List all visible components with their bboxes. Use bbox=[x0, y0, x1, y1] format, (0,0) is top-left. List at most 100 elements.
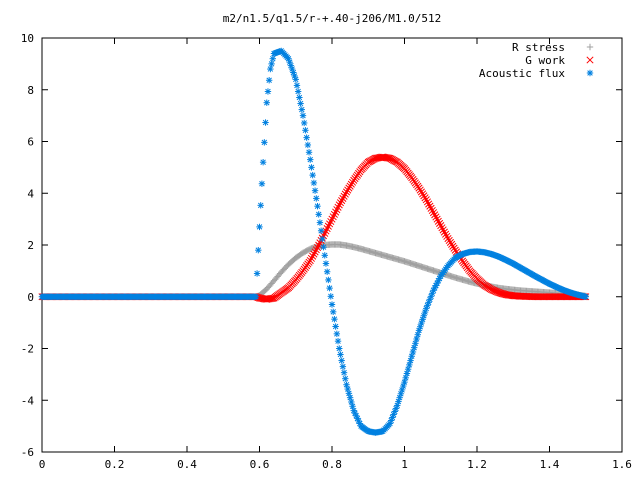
data-point bbox=[339, 194, 347, 202]
x-tick-label: 1.2 bbox=[467, 458, 487, 471]
data-point bbox=[297, 100, 304, 107]
data-point bbox=[301, 119, 308, 127]
data-point bbox=[413, 335, 420, 343]
data-point bbox=[267, 65, 274, 73]
data-point bbox=[304, 141, 312, 149]
x-tick-label: 0.8 bbox=[322, 458, 342, 471]
x-tick-label: 1.6 bbox=[612, 458, 632, 471]
data-point bbox=[292, 76, 299, 83]
data-point bbox=[296, 94, 303, 101]
data-point bbox=[308, 164, 315, 171]
data-point bbox=[420, 192, 428, 200]
data-point bbox=[327, 293, 334, 300]
data-point bbox=[322, 260, 330, 267]
data-point bbox=[334, 337, 342, 345]
data-point bbox=[258, 180, 266, 187]
data-point bbox=[435, 219, 444, 227]
data-point bbox=[332, 323, 339, 330]
y-tick-label: -6 bbox=[21, 446, 34, 459]
y-tick-label: -2 bbox=[21, 343, 34, 356]
data-point bbox=[449, 242, 457, 250]
data-point bbox=[345, 184, 353, 192]
data-point bbox=[310, 179, 318, 187]
legend-label-acoustic-flux: Acoustic flux bbox=[479, 67, 565, 80]
data-point bbox=[312, 246, 320, 254]
data-point bbox=[257, 202, 264, 209]
data-point bbox=[340, 192, 348, 200]
legend-label-r-stress: R stress bbox=[512, 41, 565, 54]
series-acoustic-flux bbox=[38, 47, 589, 436]
data-point bbox=[269, 55, 276, 62]
y-tick-label: 8 bbox=[27, 84, 34, 97]
data-point bbox=[437, 222, 445, 230]
data-point bbox=[337, 351, 344, 358]
data-point bbox=[309, 171, 316, 179]
data-point bbox=[423, 198, 432, 206]
data-point bbox=[341, 190, 349, 198]
data-point bbox=[347, 180, 355, 188]
data-point bbox=[265, 77, 273, 84]
data-point bbox=[344, 385, 351, 393]
data-point bbox=[415, 184, 423, 192]
data-point bbox=[302, 127, 309, 134]
data-point bbox=[309, 252, 317, 260]
data-point bbox=[442, 230, 450, 238]
data-point bbox=[419, 190, 427, 198]
data-point bbox=[404, 366, 412, 373]
data-point bbox=[326, 284, 333, 292]
data-point bbox=[401, 378, 408, 386]
data-point bbox=[313, 195, 320, 202]
data-point bbox=[412, 340, 419, 347]
data-point bbox=[350, 407, 357, 414]
data-point bbox=[349, 403, 356, 410]
series-layer bbox=[38, 47, 590, 436]
data-point bbox=[425, 200, 433, 208]
data-point bbox=[259, 159, 267, 166]
data-point bbox=[305, 149, 313, 156]
data-point bbox=[409, 348, 417, 356]
x-tick-label: 1.4 bbox=[540, 458, 560, 471]
data-point bbox=[269, 294, 277, 302]
data-point bbox=[314, 202, 321, 210]
y-tick-label: 6 bbox=[27, 136, 34, 149]
data-point bbox=[255, 246, 262, 254]
data-point bbox=[253, 270, 261, 277]
data-point bbox=[407, 357, 414, 364]
y-axis: -6 -4 -2 0 2 4 6 8 10 bbox=[21, 32, 622, 459]
data-point bbox=[410, 344, 418, 351]
data-point bbox=[416, 186, 424, 194]
data-point bbox=[434, 217, 442, 225]
legend-marker-r-stress bbox=[586, 43, 594, 51]
data-point bbox=[298, 106, 305, 113]
data-point bbox=[317, 227, 325, 234]
data-point bbox=[348, 398, 355, 406]
data-point bbox=[319, 235, 326, 243]
data-point bbox=[310, 250, 318, 258]
legend-label-g-work: G work bbox=[525, 54, 565, 67]
data-point bbox=[343, 381, 350, 388]
data-point bbox=[421, 194, 429, 202]
data-point bbox=[336, 199, 345, 207]
data-point bbox=[340, 369, 348, 376]
data-point bbox=[335, 201, 343, 209]
data-point bbox=[303, 134, 310, 141]
data-point bbox=[252, 293, 260, 300]
data-point bbox=[336, 345, 343, 352]
data-point bbox=[428, 206, 436, 215]
data-point bbox=[431, 211, 439, 219]
data-point bbox=[330, 308, 337, 316]
data-point bbox=[331, 315, 338, 323]
data-point bbox=[408, 353, 415, 360]
data-point bbox=[403, 370, 411, 377]
data-point bbox=[264, 88, 272, 95]
data-point bbox=[582, 293, 589, 300]
data-point bbox=[321, 252, 328, 259]
data-point bbox=[307, 156, 314, 163]
x-tick-label: 0 bbox=[39, 458, 46, 471]
data-point bbox=[345, 390, 353, 397]
data-point bbox=[316, 219, 324, 226]
data-point bbox=[328, 301, 336, 308]
data-point bbox=[346, 394, 354, 401]
